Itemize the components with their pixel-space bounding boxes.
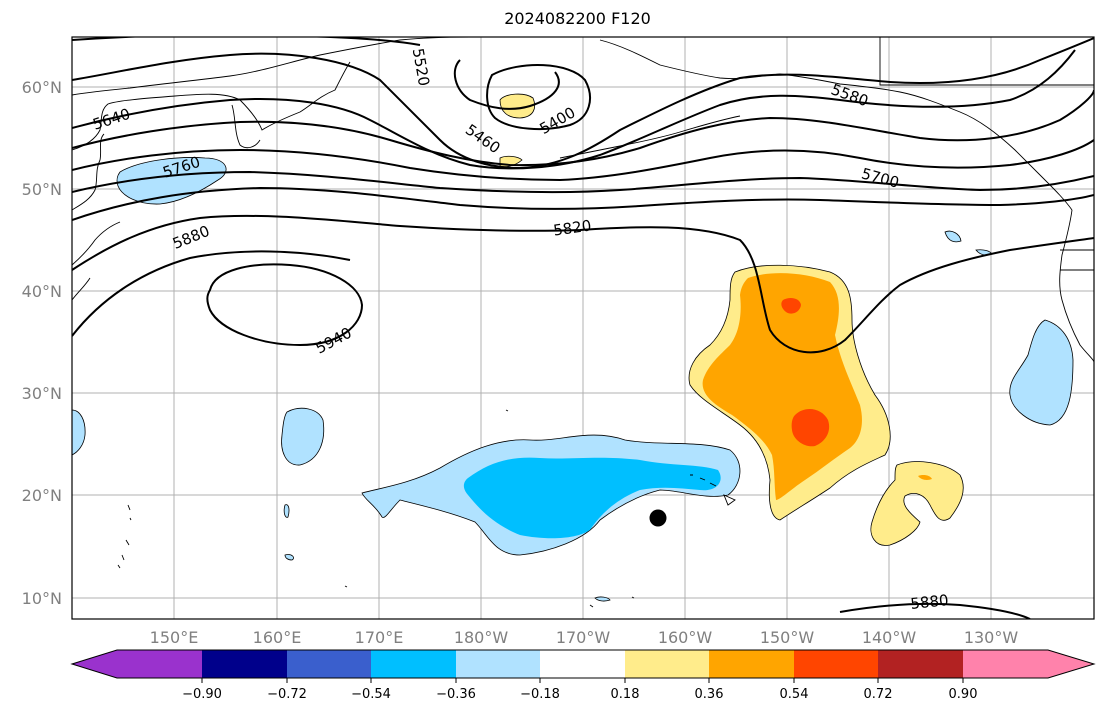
- storm-marker: [649, 509, 667, 527]
- colorbar-segment: [371, 650, 456, 678]
- lat-label: 10°N: [22, 589, 62, 608]
- lon-label: 130°W: [964, 628, 1019, 647]
- map-title: 2024082200 F120: [504, 9, 651, 28]
- colorbar-segment: [540, 650, 625, 678]
- colorbar: −0.90 −0.72 −0.54 −0.36 −0.18 0.18 0.36 …: [70, 649, 1096, 702]
- latitude-labels: 60°N 50°N 40°N 30°N 20°N 10°N: [22, 78, 62, 608]
- colorbar-tick-label: 0.36: [695, 687, 724, 702]
- lat-label: 60°N: [22, 78, 62, 97]
- lon-label: 170°W: [556, 628, 611, 647]
- lon-label: 150°W: [760, 628, 815, 647]
- gridlines: [72, 37, 1094, 619]
- colorbar-segment: [709, 650, 794, 678]
- colorbar-segment: [878, 650, 963, 678]
- lon-label: 140°W: [862, 628, 917, 647]
- colorbar-tick-label: 0.54: [780, 687, 809, 702]
- colorbar-segments: [72, 650, 1094, 678]
- contour-label: 5820: [552, 216, 592, 239]
- colorbar-segment: [287, 650, 371, 678]
- colorbar-segment: [963, 650, 1094, 678]
- longitude-labels: 150°E 160°E 170°E 180°W 170°W 160°W 150°…: [150, 628, 1019, 647]
- colorbar-segment: [794, 650, 878, 678]
- lon-label: 160°W: [658, 628, 713, 647]
- colorbar-segment: [456, 650, 540, 678]
- lon-label: 160°E: [253, 628, 302, 647]
- colorbar-ticks: [201, 678, 964, 683]
- colorbar-tick-label: −0.54: [351, 687, 391, 702]
- colorbar-tick-label: 0.72: [864, 687, 893, 702]
- lat-label: 20°N: [22, 486, 62, 505]
- lon-label: 170°E: [355, 628, 404, 647]
- colorbar-tick-label: −0.72: [267, 687, 307, 702]
- lat-label: 40°N: [22, 282, 62, 301]
- colorbar-tick-label: 0.18: [611, 687, 640, 702]
- negative-anomaly-regions: [72, 157, 1074, 602]
- colorbar-segment: [202, 650, 287, 678]
- height-contours: [72, 37, 1094, 619]
- positive-anomaly-regions: [499, 93, 964, 546]
- colorbar-tick-label: −0.18: [520, 687, 560, 702]
- lat-label: 50°N: [22, 180, 62, 199]
- lon-label: 180°W: [454, 628, 509, 647]
- lat-label: 30°N: [22, 384, 62, 403]
- colorbar-segment: [72, 650, 202, 678]
- colorbar-tick-label: 0.90: [949, 687, 978, 702]
- map-plot-area: 5520 5400 5460 5580 5640 5760 5700 5820 …: [71, 36, 1095, 620]
- colorbar-segment: [625, 650, 709, 678]
- colorbar-tick-labels: −0.90 −0.72 −0.54 −0.36 −0.18 0.18 0.36 …: [182, 687, 977, 702]
- colorbar-tick-label: −0.90: [182, 687, 222, 702]
- contour-label: 5880: [910, 591, 950, 613]
- lon-label: 150°E: [150, 628, 199, 647]
- colorbar-tick-label: −0.36: [436, 687, 476, 702]
